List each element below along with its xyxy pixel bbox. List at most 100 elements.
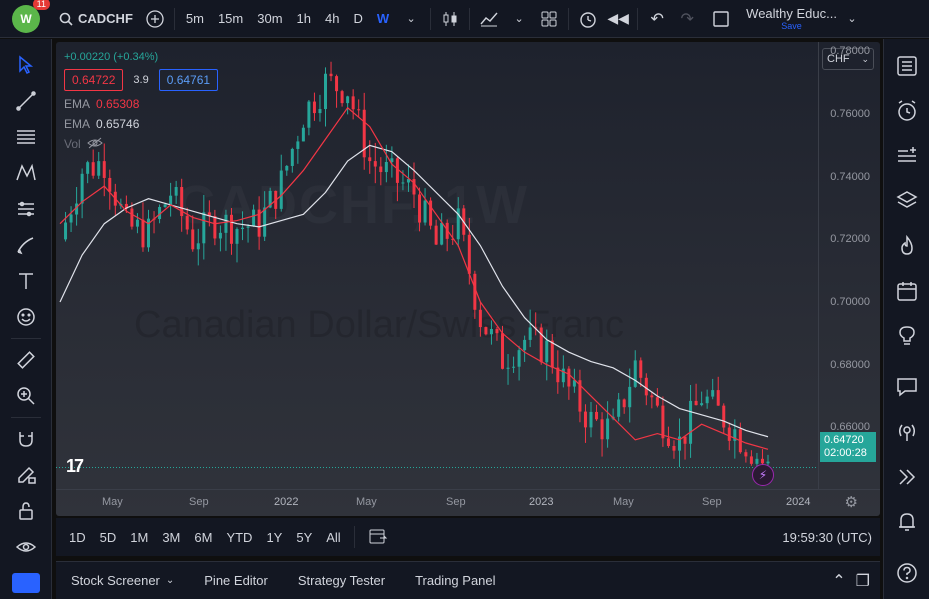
chart-pane[interactable]: CADCHF, 1W Canadian Dollar/Swiss Franc +… xyxy=(56,42,880,516)
measure-tool[interactable] xyxy=(0,342,52,378)
tab-strategy-tester[interactable]: Strategy Tester xyxy=(297,573,386,588)
stay-in-drawing-tool[interactable] xyxy=(0,457,52,493)
interval-w[interactable]: W xyxy=(376,11,390,26)
watchlist-button[interactable] xyxy=(884,43,929,88)
playback-button[interactable] xyxy=(884,454,929,499)
currency-dropdown[interactable]: CHF ⌄ xyxy=(822,48,874,70)
candle-body xyxy=(567,368,571,387)
save-label[interactable]: Save xyxy=(781,21,802,31)
indicators-button[interactable] xyxy=(474,0,504,38)
tab-trading-panel[interactable]: Trading Panel xyxy=(415,573,496,588)
zoom-tool[interactable] xyxy=(0,378,52,414)
buy-price-button[interactable]: 0.64761 xyxy=(158,69,219,91)
range-1y[interactable]: 1Y xyxy=(266,529,283,545)
ideas-button[interactable] xyxy=(884,313,929,358)
undo-button[interactable]: ↶ xyxy=(642,0,672,38)
replay-button[interactable]: ◀◀ xyxy=(603,0,633,38)
pattern-tool[interactable] xyxy=(0,155,52,191)
candle-body xyxy=(412,179,416,195)
candle-body xyxy=(241,227,245,230)
layout-menu-dropdown[interactable]: ⌄ xyxy=(837,0,867,38)
candle-body xyxy=(80,173,84,204)
layout-name-button[interactable]: Wealthy Educ... Save xyxy=(746,6,837,31)
candle-body xyxy=(191,229,195,250)
candle-body xyxy=(174,187,178,196)
prediction-tool[interactable] xyxy=(0,191,52,227)
icon-tool[interactable] xyxy=(0,299,52,335)
ema-slow-legend[interactable]: EMA 0.65746 xyxy=(64,117,218,131)
indicators-dropdown[interactable]: ⌄ xyxy=(504,0,534,38)
interval-15m[interactable]: 15m xyxy=(217,11,244,26)
candle-body xyxy=(595,411,599,420)
chevron-up-icon[interactable]: ⌃ xyxy=(832,572,846,590)
price-chart[interactable] xyxy=(56,42,818,490)
streams-button[interactable] xyxy=(884,409,929,454)
notifications-button[interactable] xyxy=(884,499,929,544)
hotlists-button[interactable] xyxy=(884,223,929,268)
range-1d[interactable]: 1D xyxy=(69,529,86,545)
tradingview-logo[interactable]: 17 xyxy=(66,456,84,476)
interval-4h[interactable]: 4h xyxy=(325,11,340,26)
utc-clock[interactable]: 19:59:30 (UTC) xyxy=(782,529,872,545)
candle-body xyxy=(307,101,311,128)
compare-symbol-button[interactable] xyxy=(140,0,170,38)
help-button[interactable] xyxy=(884,550,929,595)
chart-type-button[interactable] xyxy=(435,0,465,38)
flash-icon[interactable]: ⚡ xyxy=(752,464,774,486)
redo-button[interactable]: ↷ xyxy=(672,0,702,38)
gear-icon[interactable]: ⚙ xyxy=(844,494,858,511)
maximize-icon[interactable]: ❐ xyxy=(855,572,870,590)
range-ytd[interactable]: YTD xyxy=(226,529,253,545)
time-scale[interactable]: May Sep 2022 May Sep 2023 May Sep 2024 ⚙ xyxy=(56,489,880,516)
text-tool[interactable] xyxy=(0,263,52,299)
search-icon xyxy=(59,12,73,26)
fib-tool[interactable] xyxy=(0,119,52,155)
hide-drawings-tool[interactable] xyxy=(0,529,52,565)
interval-dropdown[interactable]: ⌄ xyxy=(396,0,426,38)
range-all[interactable]: All xyxy=(326,529,341,545)
price-label: 0.70000 xyxy=(830,296,870,309)
range-5d[interactable]: 5D xyxy=(99,529,117,545)
goto-date-button[interactable] xyxy=(361,527,395,548)
app-logo[interactable]: W 11 xyxy=(12,0,50,33)
candle-body xyxy=(213,215,217,239)
interval-1h[interactable]: 1h xyxy=(296,11,312,26)
range-3m[interactable]: 3M xyxy=(162,529,181,545)
chats-button[interactable] xyxy=(884,364,929,409)
ema-fast-legend[interactable]: EMA 0.65308 xyxy=(64,97,218,111)
layout-button[interactable] xyxy=(534,0,564,38)
range-5y[interactable]: 5Y xyxy=(296,529,313,545)
price-scale[interactable]: CHF ⌄ 0.78000 0.76000 0.74000 0.72000 0.7000… xyxy=(818,42,880,490)
remove-drawings-tool[interactable] xyxy=(0,565,52,599)
range-6m[interactable]: 6M xyxy=(194,529,213,545)
ema-fast-line[interactable] xyxy=(59,106,769,450)
layers-button[interactable] xyxy=(884,178,929,223)
interval-d[interactable]: D xyxy=(353,11,363,26)
candle-body xyxy=(727,427,731,441)
alert-button[interactable] xyxy=(573,0,603,38)
symbol-search-button[interactable]: CADCHF xyxy=(52,0,140,38)
range-1m[interactable]: 1M xyxy=(130,529,149,545)
trend-line-tool[interactable] xyxy=(0,83,52,119)
time-label: 2023 xyxy=(529,496,554,508)
eye-crossed-icon[interactable] xyxy=(86,137,103,149)
interval-30m[interactable]: 30m xyxy=(257,11,283,26)
tab-pine-editor[interactable]: Pine Editor xyxy=(204,573,268,588)
alerts-button[interactable] xyxy=(884,88,929,133)
data-window-button[interactable] xyxy=(884,133,929,178)
calendar-button[interactable] xyxy=(884,268,929,313)
interval-5m[interactable]: 5m xyxy=(185,11,204,26)
tab-stock-screener[interactable]: Stock Screener ⌄ xyxy=(56,573,189,588)
sell-price-button[interactable]: 0.64722 xyxy=(64,69,124,91)
brush-tool[interactable] xyxy=(0,227,52,263)
candle-body xyxy=(689,400,693,444)
ema-slow-value: 0.65746 xyxy=(96,117,140,131)
cursor-tool[interactable] xyxy=(0,47,52,83)
candle-body xyxy=(456,208,460,240)
layers-icon xyxy=(896,190,918,208)
lock-drawings-tool[interactable] xyxy=(0,493,52,529)
magnet-tool[interactable] xyxy=(0,421,52,457)
volume-legend[interactable]: Vol xyxy=(64,137,218,151)
ema-slow-line[interactable] xyxy=(59,144,769,438)
fullscreen-layout-button[interactable] xyxy=(706,0,736,38)
